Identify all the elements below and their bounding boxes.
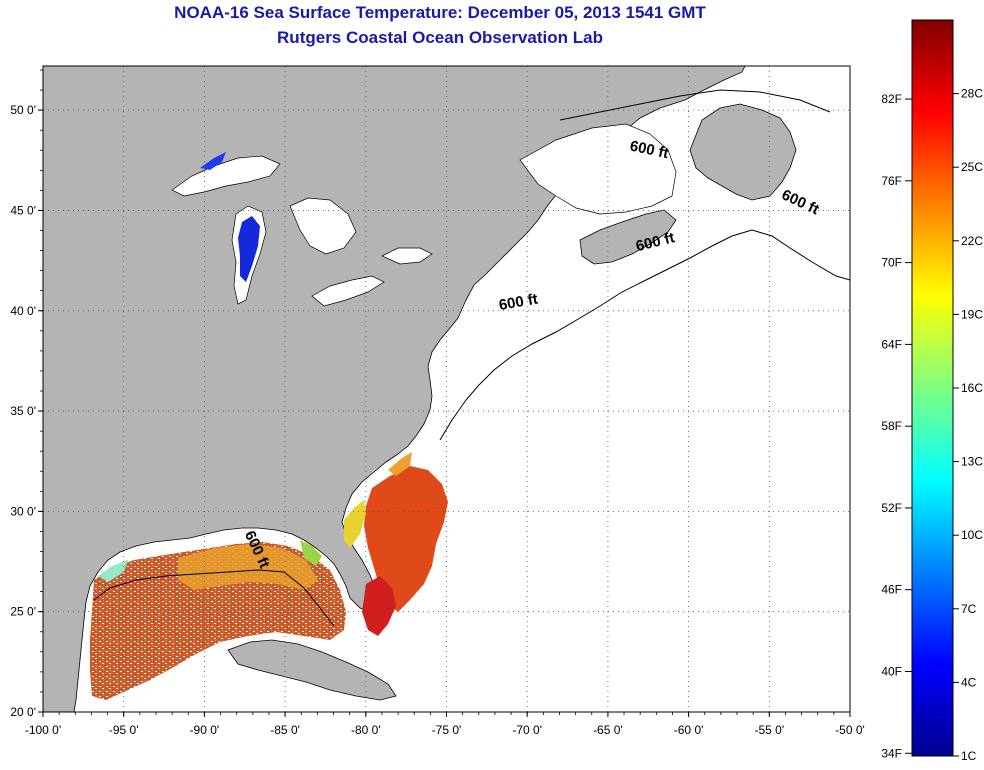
colorbar-c-label: 25C bbox=[961, 160, 983, 174]
land-cuba bbox=[227, 639, 397, 701]
colorbar-c-label: 7C bbox=[961, 602, 977, 616]
lake-huron bbox=[289, 197, 357, 255]
lake-superior-sst bbox=[200, 152, 226, 170]
lon-tick-label: -55 0' bbox=[754, 723, 784, 737]
lat-tick-label: 35 0' bbox=[10, 404, 36, 418]
map-title: NOAA-16 Sea Surface Temperature: Decembe… bbox=[174, 3, 706, 22]
contour-label-600ft: 600 ft bbox=[498, 291, 540, 315]
colorbar-c-label: 13C bbox=[961, 455, 983, 469]
colorbar-f-label: 40F bbox=[881, 664, 902, 678]
lat-tick-label: 40 0' bbox=[10, 304, 36, 318]
map-frame bbox=[42, 65, 851, 713]
lon-tick-label: -75 0' bbox=[432, 723, 462, 737]
lon-tick-label: -80 0' bbox=[351, 723, 381, 737]
colorbar-f-label: 82F bbox=[881, 92, 902, 106]
lat-tick-label: 50 0' bbox=[10, 103, 36, 117]
depth-contour-gulf bbox=[93, 569, 335, 627]
colorbar-c-label: 4C bbox=[961, 675, 977, 689]
atlantic-nearshore-sst bbox=[388, 452, 412, 476]
colorbar-c-label: 22C bbox=[961, 234, 983, 248]
lon-tick-label: -95 0' bbox=[109, 723, 139, 737]
lat-tick-label: 45 0' bbox=[10, 203, 36, 217]
lon-tick-label: -60 0' bbox=[674, 723, 704, 737]
atlantic-sst-core bbox=[362, 576, 396, 636]
lon-tick-label: -70 0' bbox=[512, 723, 542, 737]
lat-tick-label: 20 0' bbox=[10, 705, 36, 719]
lat-tick-label: 25 0' bbox=[10, 605, 36, 619]
lake-ontario bbox=[381, 247, 433, 265]
colorbar-labels: 34F 40F 46F 52F 58F 64F 70F 76F 82F 1C 4C 7C 10C 13C 1… bbox=[881, 87, 983, 763]
colorbar-f-label: 52F bbox=[881, 501, 902, 515]
depth-contour-600ft bbox=[439, 229, 850, 441]
colorbar-f-label: 34F bbox=[881, 746, 902, 760]
colorbar-c-label: 10C bbox=[961, 528, 983, 542]
lon-tick-label: -90 0' bbox=[190, 723, 220, 737]
map-subtitle: Rutgers Coastal Ocean Observation Lab bbox=[277, 28, 603, 47]
colorbar-f-label: 76F bbox=[881, 174, 902, 188]
lon-tick-label: -100 0' bbox=[25, 723, 61, 737]
land-nova-scotia bbox=[579, 209, 677, 265]
depth-contour-labrador bbox=[559, 89, 831, 121]
gulf-west-coast-sst bbox=[98, 560, 128, 582]
gulf-st-lawrence bbox=[519, 123, 677, 215]
lake-michigan-sst bbox=[238, 216, 260, 282]
colorbar-f-label: 58F bbox=[881, 419, 902, 433]
colorbar-c-label: 19C bbox=[961, 307, 983, 321]
lon-tick-label: -85 0' bbox=[270, 723, 300, 737]
colorbar-f-label: 64F bbox=[881, 337, 902, 351]
colorbar-c-label: 28C bbox=[961, 87, 983, 101]
gulf-shelf-sst bbox=[178, 544, 318, 590]
lake-erie bbox=[311, 275, 385, 307]
colorbar-f-label: 70F bbox=[881, 256, 902, 270]
colorbar-c-label: 1C bbox=[961, 749, 977, 763]
lon-tick-label: -50 0' bbox=[835, 723, 865, 737]
atlantic-shelf-sst bbox=[344, 500, 366, 548]
atlantic-sst bbox=[364, 466, 448, 612]
gulf-coast-sst bbox=[300, 540, 322, 566]
lon-tick-label: -65 0' bbox=[593, 723, 623, 737]
colorbar-c-label: 16C bbox=[961, 381, 983, 395]
colorbar-f-label: 46F bbox=[881, 583, 902, 597]
colorbar bbox=[911, 19, 954, 757]
lat-tick-label: 30 0' bbox=[10, 504, 36, 518]
